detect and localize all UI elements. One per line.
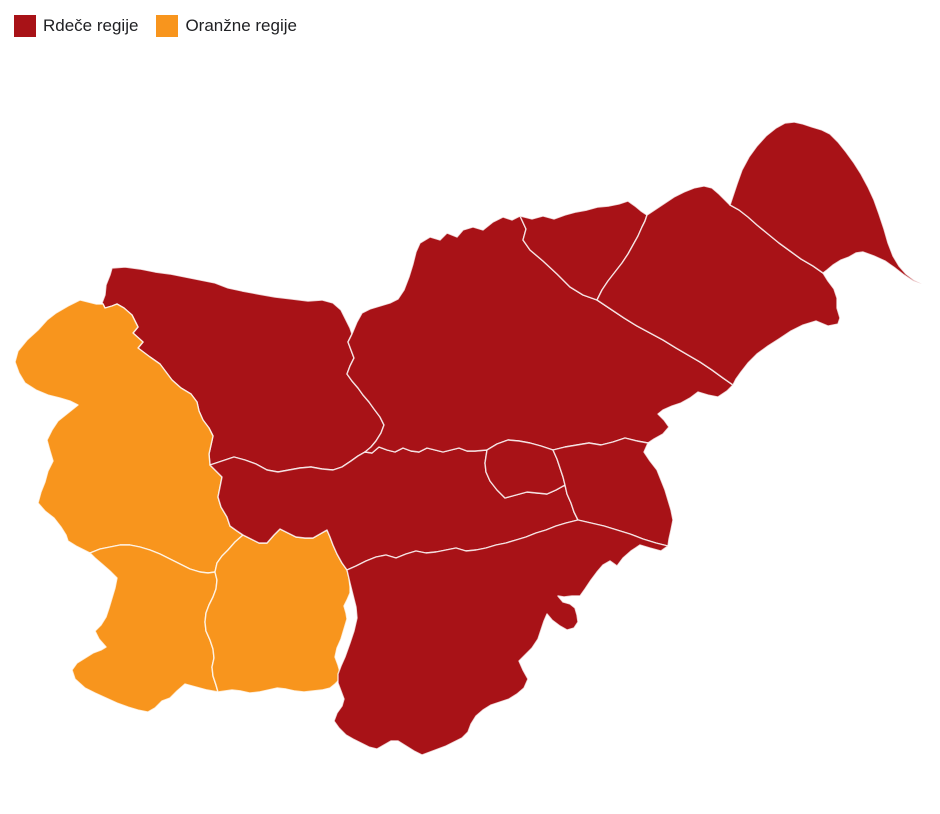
legend: Rdeče regije Oranžne regije (14, 15, 297, 37)
legend-label-orange: Oranžne regije (185, 16, 297, 35)
region-obalno-kraska[interactable] (71, 544, 219, 713)
region-posavska[interactable] (552, 437, 674, 547)
regions-layer (14, 121, 923, 756)
legend-item-red: Rdeče regije (14, 15, 138, 37)
region-pomurska[interactable] (729, 121, 923, 285)
legend-label-red: Rdeče regije (43, 16, 139, 35)
region-savinjska[interactable] (346, 215, 734, 454)
orange-swatch-icon (156, 15, 179, 37)
region-jugovzhodna-slovenija[interactable] (333, 519, 669, 756)
region-primorsko-notranjska[interactable] (204, 528, 351, 694)
region-zasavska[interactable] (484, 439, 566, 499)
red-swatch-icon (14, 15, 36, 37)
legend-item-orange: Oranžne regije (156, 15, 297, 37)
region-podravska[interactable] (596, 185, 841, 386)
